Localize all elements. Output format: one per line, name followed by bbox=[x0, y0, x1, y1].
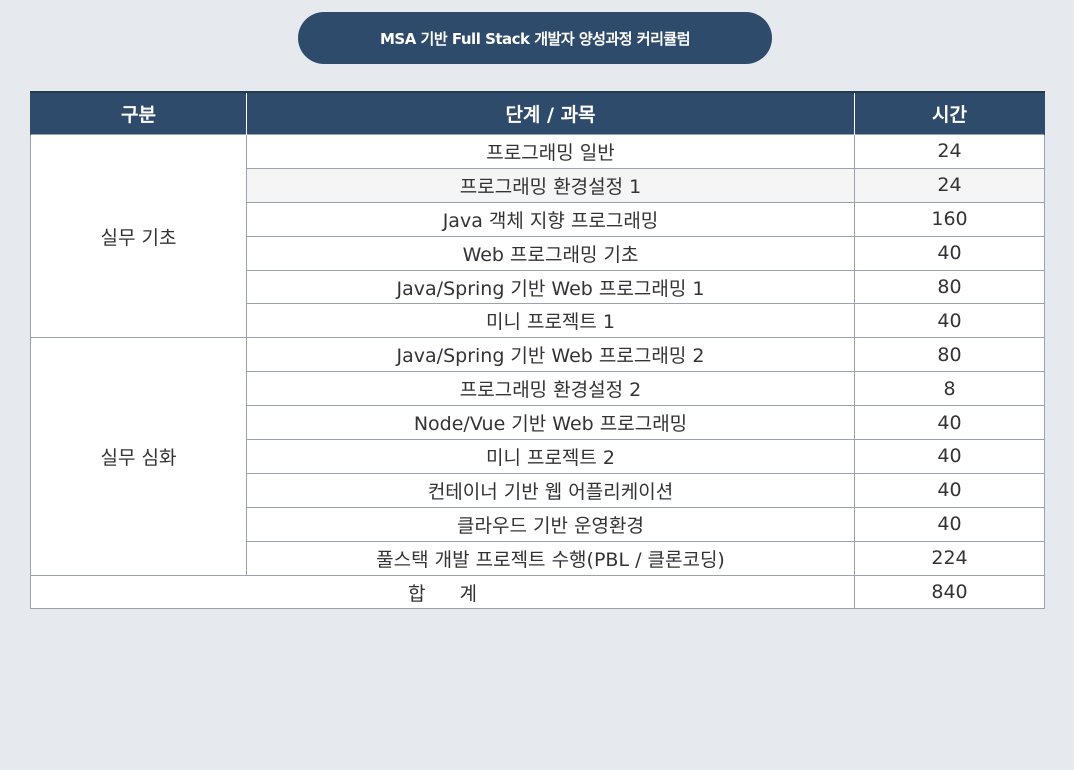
hours-cell: 160 bbox=[854, 201, 1045, 237]
hours-cell: 40 bbox=[854, 506, 1045, 542]
course-cell: 프로그래밍 환경설정 2 bbox=[246, 371, 855, 407]
course-cell: 프로그래밍 일반 bbox=[246, 134, 855, 169]
hours-cell: 80 bbox=[854, 337, 1045, 373]
table-row: 컨테이너 기반 웹 어플리케이션 40 bbox=[31, 472, 1045, 508]
header-category: 구분 bbox=[30, 91, 247, 135]
category-cell: 실무 기초 bbox=[30, 133, 247, 339]
table-row: 실무 심화 Java/Spring 기반 Web 프로그래밍 2 80 bbox=[30, 337, 1045, 576]
course-cell: Java/Spring 기반 Web 프로그래밍 1 bbox=[246, 269, 855, 305]
curriculum-table: 구분 단계 / 과목 시간 실무 기초 프로그래밍 일반 24 프로그래밍 환경… bbox=[30, 91, 1045, 610]
table-row: 클라우드 기반 운영환경 40 bbox=[31, 506, 1045, 542]
hours-cell: 40 bbox=[854, 303, 1045, 339]
course-cell: Java 객체 지향 프로그래밍 bbox=[246, 201, 855, 237]
course-cell: 클라우드 기반 운영환경 bbox=[246, 506, 855, 542]
hours-cell: 40 bbox=[854, 439, 1045, 474]
table-row: Java 객체 지향 프로그래밍 160 bbox=[31, 201, 1045, 237]
total-hours: 840 bbox=[854, 574, 1045, 610]
total-row: 합계 840 bbox=[30, 574, 1045, 610]
course-cell: 컨테이너 기반 웹 어플리케이션 bbox=[246, 472, 855, 508]
page-title: MSA 기반 Full Stack 개발자 양성과정 커리큘럼 bbox=[298, 12, 772, 64]
course-cell: 미니 프로젝트 1 bbox=[246, 303, 855, 339]
table-row: 프로그래밍 환경설정 2 8 bbox=[31, 371, 1045, 407]
hours-cell: 40 bbox=[854, 472, 1045, 508]
course-cell: 프로그래밍 환경설정 1 bbox=[246, 167, 855, 203]
table-row: Node/Vue 기반 Web 프로그래밍 40 bbox=[31, 405, 1045, 441]
hours-cell: 40 bbox=[854, 235, 1045, 271]
hours-cell: 24 bbox=[854, 167, 1045, 203]
table-row: 미니 프로젝트 1 40 bbox=[31, 303, 1045, 339]
table-row: Web 프로그래밍 기초 40 bbox=[31, 235, 1045, 271]
course-cell: 미니 프로젝트 2 bbox=[246, 439, 855, 474]
table-row: 실무 기초 프로그래밍 일반 24 bbox=[30, 133, 1045, 339]
header-hours: 시간 bbox=[854, 91, 1045, 135]
table-row: 풀스택 개발 프로젝트 수행(PBL / 클론코딩) 224 bbox=[31, 540, 1045, 576]
hours-cell: 80 bbox=[854, 269, 1045, 305]
total-label: 합계 bbox=[30, 574, 855, 610]
header-course: 단계 / 과목 bbox=[246, 91, 855, 135]
table-header-row: 구분 단계 / 과목 시간 bbox=[30, 91, 1045, 135]
course-cell: Web 프로그래밍 기초 bbox=[246, 235, 855, 271]
hours-cell: 40 bbox=[854, 405, 1045, 441]
course-cell: Node/Vue 기반 Web 프로그래밍 bbox=[246, 405, 855, 441]
table-row: 미니 프로젝트 2 40 bbox=[31, 439, 1045, 474]
course-cell: Java/Spring 기반 Web 프로그래밍 2 bbox=[246, 337, 855, 373]
hours-cell: 8 bbox=[854, 371, 1045, 407]
course-cell: 풀스택 개발 프로젝트 수행(PBL / 클론코딩) bbox=[246, 540, 855, 576]
hours-cell: 24 bbox=[854, 134, 1045, 169]
table-row: 프로그래밍 환경설정 1 24 bbox=[31, 167, 1045, 203]
hours-cell: 224 bbox=[854, 540, 1045, 576]
table-row: Java/Spring 기반 Web 프로그래밍 1 80 bbox=[31, 269, 1045, 305]
category-cell: 실무 심화 bbox=[30, 337, 247, 576]
